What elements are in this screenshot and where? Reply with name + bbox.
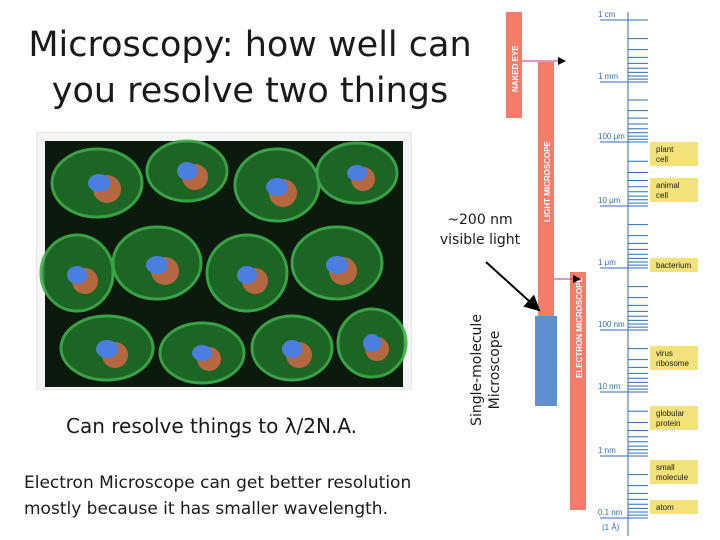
title-line-1: Microscopy: how well can	[28, 25, 472, 65]
scale-tick-label: 10 nm	[598, 382, 621, 391]
object-label: animal	[656, 181, 680, 190]
slide-title: Microscopy: how well can you resolve two…	[10, 22, 490, 114]
electron-microscope-bar	[570, 272, 586, 510]
cell-image	[39, 139, 408, 387]
visible-light-note: ~200 nm visible light	[430, 210, 530, 250]
object-label: atom	[656, 503, 674, 512]
scale-tick-label: 0.1 nm	[598, 508, 623, 517]
object-label: plant	[656, 145, 674, 154]
object-label-line-2: cell	[656, 191, 668, 200]
naked-eye-bar-label: NAKED EYE	[511, 45, 520, 92]
object-label-box	[650, 142, 698, 166]
scale-tick-label: 100 nm	[598, 320, 625, 329]
scale-tick-label: 1 mm	[598, 72, 618, 81]
naked-eye-bar	[506, 12, 522, 118]
light-microscope-bar-label: LIGHT MICROSCOPE	[543, 140, 552, 222]
object-label-box	[650, 258, 698, 272]
electron-microscope-bar-label: ELECTRON MICROSCOPE	[575, 276, 584, 378]
light-microscope-bar	[538, 62, 554, 316]
object-label-line-2: protein	[656, 419, 680, 428]
object-label-box	[650, 346, 698, 370]
object-label: virus	[656, 349, 673, 358]
single-molecule-bar	[535, 316, 557, 406]
log-scale-ticks	[600, 12, 648, 536]
scale-tick-label: 1 cm	[598, 10, 616, 19]
object-label: globular	[656, 409, 685, 418]
object-label-box	[650, 460, 698, 484]
scale-tick-label: 10 μm	[598, 196, 621, 205]
angstrom-label: (1 Å)	[602, 523, 620, 532]
resolution-formula-text: Can resolve things to λ/2N.A.	[66, 414, 358, 438]
object-label-box	[650, 500, 698, 514]
object-label: small	[656, 463, 675, 472]
title-line-2: you resolve two things	[51, 71, 449, 111]
object-label-line-2: cell	[656, 155, 668, 164]
scale-tick-label: 1 μm	[598, 258, 616, 267]
scale-tick-label: 100 μm	[598, 132, 625, 141]
object-label-box	[650, 178, 698, 202]
electron-microscope-note: Electron Microscope can get better resol…	[24, 473, 412, 519]
object-label-line-2: molecule	[656, 473, 689, 482]
visible-note-label: visible light	[439, 232, 521, 248]
fluorescence-micrograph	[36, 132, 412, 390]
visible-note-value: ~200 nm	[447, 212, 513, 228]
object-label: bacterium	[656, 261, 691, 270]
object-label-box	[650, 406, 698, 430]
visible-light-pointer	[485, 261, 541, 312]
scale-tick-label: 1 nm	[598, 446, 616, 455]
object-label-line-2: ribosome	[656, 359, 689, 368]
